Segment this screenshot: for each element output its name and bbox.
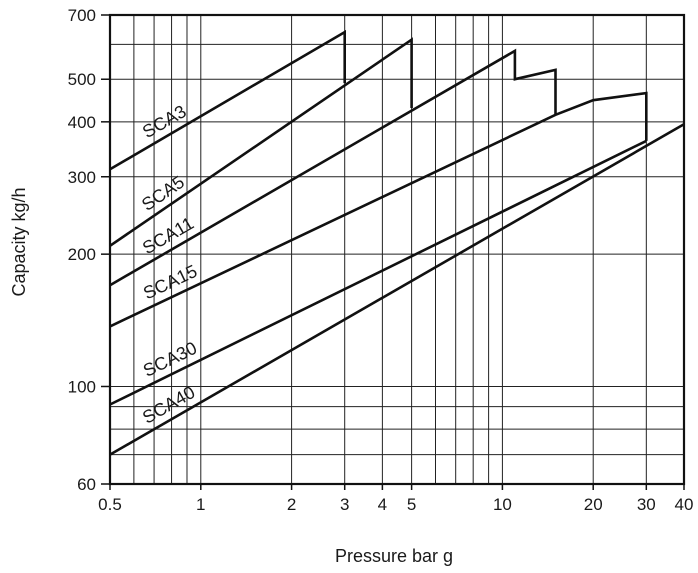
y-tick-label-200: 200 (68, 245, 96, 264)
series-label-sca3: SCA3 (139, 101, 190, 142)
series-lines (109, 29, 685, 456)
gridlines (109, 14, 685, 485)
x-axis-title: Pressure bar g (335, 546, 453, 566)
x-tick-label-20: 20 (584, 495, 603, 514)
y-tick-label-60: 60 (77, 475, 96, 494)
series-line-sca30 (109, 139, 647, 406)
x-tick-label-3: 3 (340, 495, 349, 514)
x-tick-label-4: 4 (378, 495, 387, 514)
y-axis-title: Capacity kg/h (9, 187, 29, 296)
series-line-sca5 (109, 37, 413, 247)
y-tick-label-500: 500 (68, 70, 96, 89)
series-line-sca11 (109, 48, 557, 287)
x-tick-label-30: 30 (637, 495, 656, 514)
x-tick-label-10: 10 (493, 495, 512, 514)
x-tick-label-1: 1 (196, 495, 205, 514)
x-tick-label-0-5: 0.5 (98, 495, 122, 514)
series-line-sca15 (109, 91, 648, 328)
tick-labels: 0.5 1 2 3 4 5 10 20 30 40 60 100 200 300 400 500 700 (68, 6, 694, 514)
series-line-sca3 (109, 29, 347, 171)
series-line-sca40 (109, 123, 685, 456)
x-tick-label-2: 2 (287, 495, 296, 514)
y-tick-label-400: 400 (68, 113, 96, 132)
y-tick-label-700: 700 (68, 6, 96, 25)
plot-frame (108, 13, 686, 486)
y-tick-label-100: 100 (68, 377, 96, 396)
x-tick-label-5: 5 (407, 495, 416, 514)
x-tick-label-40: 40 (675, 495, 694, 514)
y-tick-label-300: 300 (68, 168, 96, 187)
